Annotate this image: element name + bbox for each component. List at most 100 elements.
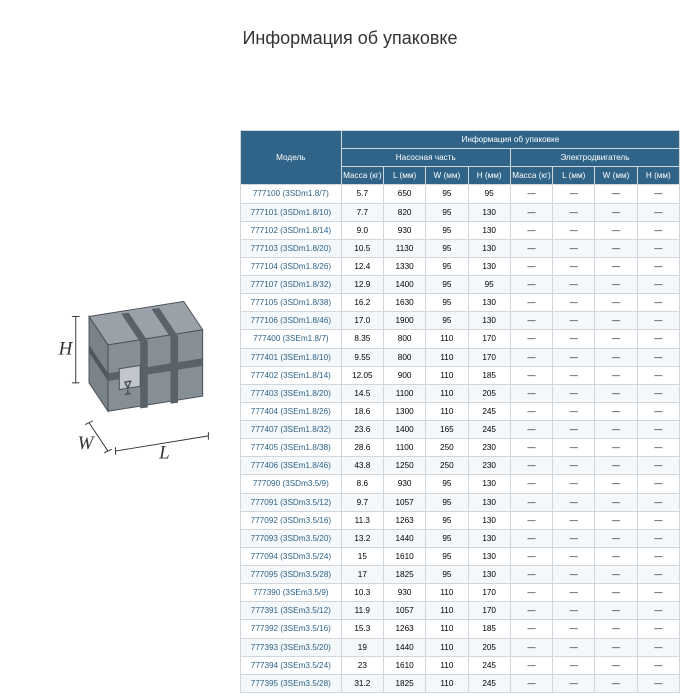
table-row: 777394 (3SEm3.5/24)231610110245———— <box>241 656 680 674</box>
cell-value: 5.7 <box>341 185 383 203</box>
th-main: Информация об упаковке <box>341 131 679 149</box>
cell-value: — <box>510 185 552 203</box>
cell-value: 1610 <box>383 547 425 565</box>
cell-model: 777092 (3SDm3.5/16) <box>241 511 342 529</box>
cell-value: 130 <box>468 547 510 565</box>
th-col: L (мм) <box>383 167 425 185</box>
cell-value: 1825 <box>383 566 425 584</box>
cell-value: 95 <box>426 221 468 239</box>
cell-value: — <box>510 547 552 565</box>
cell-value: — <box>553 547 595 565</box>
cell-value: 1057 <box>383 602 425 620</box>
cell-model: 777101 (3SDm1.8/10) <box>241 203 342 221</box>
cell-value: — <box>595 493 637 511</box>
cell-value: — <box>553 348 595 366</box>
cell-value: 19 <box>341 638 383 656</box>
table-row: 777102 (3SDm1.8/14)9.093095130———— <box>241 221 680 239</box>
table-row: 777103 (3SDm1.8/20)10.5113095130———— <box>241 239 680 257</box>
table-row: 777402 (3SEm1.8/14)12.05900110185———— <box>241 366 680 384</box>
cell-value: — <box>510 203 552 221</box>
cell-value: 95 <box>468 276 510 294</box>
cell-model: 777390 (3SEm3.5/9) <box>241 584 342 602</box>
table-row: 777094 (3SDm3.5/24)15161095130———— <box>241 547 680 565</box>
cell-value: 900 <box>383 366 425 384</box>
cell-value: — <box>553 638 595 656</box>
table-row: 777092 (3SDm3.5/16)11.3126395130———— <box>241 511 680 529</box>
cell-value: — <box>595 584 637 602</box>
packaging-table-wrap: Модель Информация об упаковке Насосная ч… <box>240 130 680 693</box>
cell-value: 1440 <box>383 638 425 656</box>
cell-value: — <box>637 511 679 529</box>
table-row: 777091 (3SDm3.5/12)9.7105795130———— <box>241 493 680 511</box>
cell-value: — <box>637 312 679 330</box>
cell-value: 10.5 <box>341 239 383 257</box>
cell-model: 777095 (3SDm3.5/28) <box>241 566 342 584</box>
cell-value: 170 <box>468 348 510 366</box>
cell-value: — <box>637 276 679 294</box>
cell-value: — <box>553 402 595 420</box>
th-col: L (мм) <box>553 167 595 185</box>
cell-model: 777392 (3SEm3.5/16) <box>241 620 342 638</box>
cell-value: 930 <box>383 475 425 493</box>
cell-model: 777394 (3SEm3.5/24) <box>241 656 342 674</box>
cell-value: — <box>595 221 637 239</box>
table-row: 777391 (3SEm3.5/12)11.91057110170———— <box>241 602 680 620</box>
cell-value: — <box>510 330 552 348</box>
package-box-figure: H W L <box>30 290 220 470</box>
cell-value: 15 <box>341 547 383 565</box>
cell-value: 130 <box>468 511 510 529</box>
cell-value: 170 <box>468 602 510 620</box>
cell-value: — <box>637 457 679 475</box>
cell-model: 777404 (3SEm1.8/26) <box>241 402 342 420</box>
table-row: 777107 (3SDm1.8/32)12.914009595———— <box>241 276 680 294</box>
cell-value: — <box>637 402 679 420</box>
cell-value: 130 <box>468 203 510 221</box>
cell-value: — <box>553 312 595 330</box>
cell-value: 1400 <box>383 421 425 439</box>
page: Информация об упаковке <box>0 0 700 700</box>
cell-value: 95 <box>426 203 468 221</box>
cell-value: 11.3 <box>341 511 383 529</box>
cell-value: — <box>595 421 637 439</box>
cell-value: — <box>510 402 552 420</box>
cell-model: 777090 (3SDm3.5/9) <box>241 475 342 493</box>
cell-value: — <box>637 384 679 402</box>
cell-value: — <box>595 457 637 475</box>
cell-value: 930 <box>383 584 425 602</box>
cell-value: 28.6 <box>341 439 383 457</box>
th-col: Масса (кг) <box>510 167 552 185</box>
cell-value: — <box>637 421 679 439</box>
cell-value: — <box>510 475 552 493</box>
cell-value: — <box>510 511 552 529</box>
cell-value: 130 <box>468 257 510 275</box>
table-row: 777093 (3SDm3.5/20)13.2144095130———— <box>241 529 680 547</box>
cell-value: — <box>595 547 637 565</box>
axis-l-label: L <box>158 443 170 464</box>
axis-w-label: W <box>78 433 96 454</box>
table-row: 777100 (3SDm1.8/7)5.76509595———— <box>241 185 680 203</box>
cell-value: 1300 <box>383 402 425 420</box>
cell-value: 130 <box>468 529 510 547</box>
cell-value: — <box>553 239 595 257</box>
cell-model: 777103 (3SDm1.8/20) <box>241 239 342 257</box>
cell-value: — <box>553 511 595 529</box>
cell-value: — <box>595 348 637 366</box>
cell-value: 245 <box>468 402 510 420</box>
cell-value: 95 <box>426 493 468 511</box>
th-col: W (мм) <box>595 167 637 185</box>
cell-value: 130 <box>468 312 510 330</box>
cell-value: — <box>510 276 552 294</box>
table-row: 777095 (3SDm3.5/28)17182595130———— <box>241 566 680 584</box>
cell-model: 777393 (3SEm3.5/20) <box>241 638 342 656</box>
cell-value: 110 <box>426 348 468 366</box>
th-col: Масса (кг) <box>341 167 383 185</box>
cell-value: 170 <box>468 330 510 348</box>
cell-model: 777401 (3SEm1.8/10) <box>241 348 342 366</box>
cell-value: — <box>637 257 679 275</box>
cell-value: — <box>595 566 637 584</box>
table-row: 777106 (3SDm1.8/46)17.0190095130———— <box>241 312 680 330</box>
cell-value: — <box>553 457 595 475</box>
cell-value: — <box>637 566 679 584</box>
cell-value: — <box>637 584 679 602</box>
cell-value: — <box>510 620 552 638</box>
